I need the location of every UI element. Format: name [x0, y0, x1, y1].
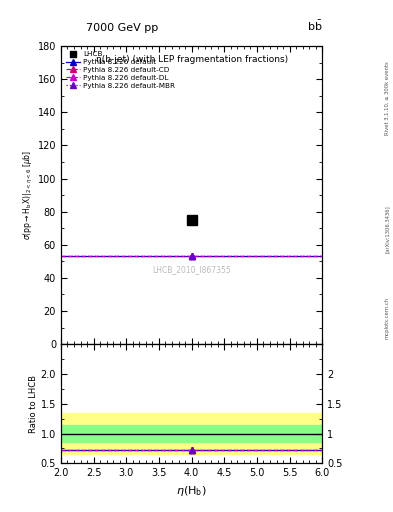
Bar — [61, 424, 322, 442]
Text: mcplots.cern.ch: mcplots.cern.ch — [385, 297, 389, 339]
Text: b$\bar{\rm b}$: b$\bar{\rm b}$ — [307, 19, 322, 33]
Text: LHCB_2010_I867355: LHCB_2010_I867355 — [152, 265, 231, 274]
Text: [arXiv:1306.3436]: [arXiv:1306.3436] — [385, 205, 389, 252]
Y-axis label: Ratio to LHCB: Ratio to LHCB — [29, 375, 38, 433]
Y-axis label: $\sigma(\mathrm{pp} \rightarrow \mathrm{H_b X})|_{2<\eta<6}\ [\mu\mathrm{b}]$: $\sigma(\mathrm{pp} \rightarrow \mathrm{… — [22, 150, 35, 240]
Bar — [61, 413, 322, 455]
Text: Rivet 3.1.10, ≥ 300k events: Rivet 3.1.10, ≥ 300k events — [385, 61, 389, 135]
Text: 7000 GeV pp: 7000 GeV pp — [86, 23, 159, 33]
Legend: LHCB, Pythia 8.226 default, Pythia 8.226 default-CD, Pythia 8.226 default-DL, Py: LHCB, Pythia 8.226 default, Pythia 8.226… — [64, 50, 177, 90]
Text: η(b-jet) (with LEP fragmentation fractions): η(b-jet) (with LEP fragmentation fractio… — [95, 55, 288, 64]
X-axis label: $\eta(\mathrm{H_b})$: $\eta(\mathrm{H_b})$ — [176, 484, 207, 498]
